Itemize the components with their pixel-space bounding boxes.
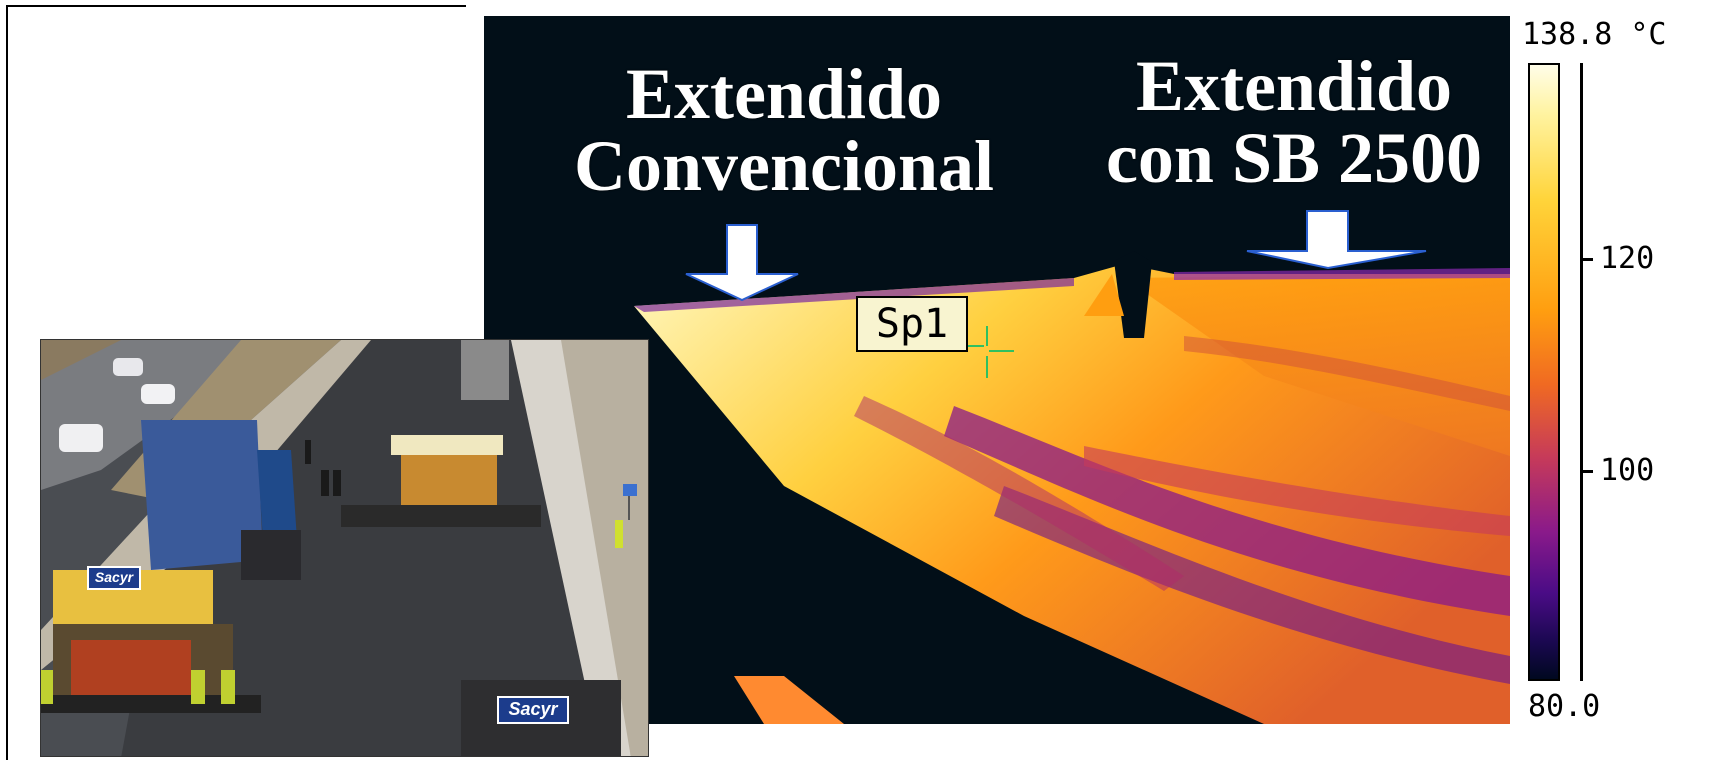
colorbar-tick-label: 100	[1600, 453, 1655, 488]
scale-max-label: 138.8 °C	[1522, 17, 1667, 52]
colorbar-axis	[1580, 63, 1583, 681]
label-extendido-convencional: Extendido Convencional	[524, 58, 1044, 202]
arrow-down-icon	[1246, 210, 1427, 270]
colorbar-tick-label: 120	[1600, 241, 1655, 276]
frame-left-border	[6, 5, 8, 760]
arrow-down-icon	[685, 224, 799, 302]
temperature-colorbar	[1528, 63, 1560, 681]
paving-photo: Sacyr Sacyr	[40, 339, 649, 757]
sacyr-logo: Sacyr	[87, 566, 141, 590]
thermal-heatmap	[634, 210, 1510, 724]
sacyr-logo: Sacyr	[497, 696, 569, 724]
label-line: Convencional	[573, 126, 995, 206]
spot-measurement-tag: Sp1	[856, 296, 968, 352]
thermal-image: Extendido Convencional Extendido con SB …	[484, 16, 1510, 724]
colorbar-tick	[1583, 470, 1593, 473]
colorbar-tick	[1583, 258, 1593, 261]
label-line: Extendido	[625, 54, 943, 134]
label-line: Extendido	[1135, 46, 1453, 126]
paving-scene	[41, 340, 648, 756]
frame-top-border	[6, 5, 466, 7]
label-line: con SB 2500	[1105, 118, 1483, 198]
scale-min-label: 80.0	[1528, 689, 1601, 724]
label-extendido-sb2500: Extendido con SB 2500	[1084, 50, 1504, 194]
